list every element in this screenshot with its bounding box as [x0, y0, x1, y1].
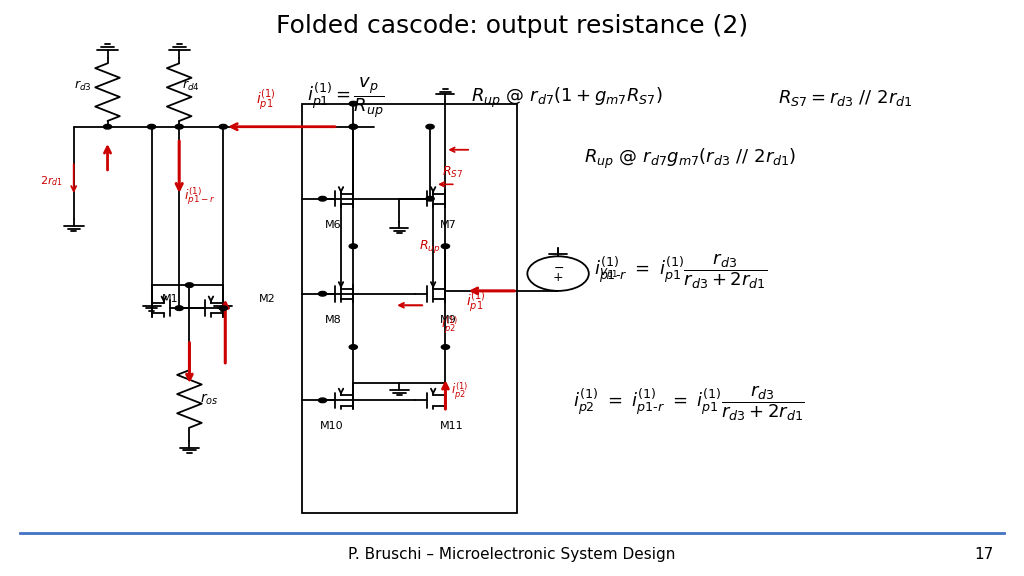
Circle shape [349, 344, 357, 349]
Circle shape [219, 124, 227, 129]
Circle shape [147, 124, 156, 129]
Text: $2r_{d1}$: $2r_{d1}$ [40, 175, 62, 188]
Text: $i_{p1}^{(1)} = \dfrac{v_p}{R_{up}}$: $i_{p1}^{(1)} = \dfrac{v_p}{R_{up}}$ [307, 75, 385, 120]
Text: Folded cascode: output resistance (2): Folded cascode: output resistance (2) [275, 14, 749, 38]
Circle shape [426, 124, 434, 129]
Circle shape [349, 124, 357, 129]
Text: $i_{p1}^{(1)}$: $i_{p1}^{(1)}$ [256, 88, 276, 112]
Circle shape [185, 283, 194, 287]
Text: $R_{up}\ @\ r_{d7}g_{m7}(r_{d3}\ //\ 2r_{d1})$: $R_{up}\ @\ r_{d7}g_{m7}(r_{d3}\ //\ 2r_… [584, 146, 796, 170]
Circle shape [318, 196, 327, 201]
Text: $i_{p2}^{(1)}$: $i_{p2}^{(1)}$ [451, 381, 468, 402]
Text: $i_{p2}^{(1)}\ =\ i_{p1\text{-}r}^{(1)}\ =\ i_{p1}^{(1)}\dfrac{r_{d3}}{r_{d3}+2r: $i_{p2}^{(1)}\ =\ i_{p1\text{-}r}^{(1)}\… [573, 384, 805, 423]
Circle shape [175, 124, 183, 129]
Text: $i_{p1-r}^{(1)}$: $i_{p1-r}^{(1)}$ [184, 185, 216, 207]
Text: $r_{d4}$: $r_{d4}$ [182, 79, 200, 93]
Text: $-$: $-$ [553, 261, 563, 274]
Text: M9: M9 [440, 314, 457, 324]
Text: $i_{p1\text{-}r}^{(1)}\ =\ i_{p1}^{(1)}\dfrac{r_{d3}}{r_{d3}+2r_{d1}}$: $i_{p1\text{-}r}^{(1)}\ =\ i_{p1}^{(1)}\… [594, 251, 767, 290]
Text: M1: M1 [162, 294, 178, 304]
Circle shape [349, 101, 357, 106]
Circle shape [103, 124, 112, 129]
Text: $R_{S7}$: $R_{S7}$ [442, 165, 464, 180]
Text: 17: 17 [974, 547, 993, 562]
Circle shape [441, 244, 450, 249]
Text: $v_{p1}$: $v_{p1}$ [599, 266, 618, 281]
Circle shape [441, 344, 450, 349]
Text: P. Bruschi – Microelectronic System Design: P. Bruschi – Microelectronic System Desi… [348, 547, 676, 562]
Circle shape [349, 124, 357, 129]
Text: +: + [553, 271, 563, 285]
Circle shape [175, 306, 183, 310]
Text: M11: M11 [440, 421, 464, 431]
Circle shape [318, 291, 327, 296]
Text: M6: M6 [325, 219, 341, 229]
Text: M8: M8 [325, 314, 341, 324]
Text: $r_{d3}$: $r_{d3}$ [74, 79, 91, 93]
Text: M10: M10 [319, 421, 343, 431]
Text: $R_{S7} = r_{d3}\ //\ 2r_{d1}$: $R_{S7} = r_{d3}\ //\ 2r_{d1}$ [778, 88, 912, 108]
Circle shape [349, 244, 357, 249]
Circle shape [219, 306, 227, 310]
Text: $R_{up}$: $R_{up}$ [419, 238, 440, 255]
Text: $i_{p1}^{(1)}$: $i_{p1}^{(1)}$ [466, 289, 486, 313]
Text: $R_{up}\ @\ r_{d7}(1+g_{m7}R_{S7})$: $R_{up}\ @\ r_{d7}(1+g_{m7}R_{S7})$ [471, 86, 663, 110]
Text: M2: M2 [259, 294, 275, 304]
Circle shape [318, 398, 327, 403]
Bar [302, 104, 517, 513]
Text: M7: M7 [440, 219, 457, 229]
Text: $i_{p2}^{(1)}$: $i_{p2}^{(1)}$ [441, 314, 459, 336]
Circle shape [426, 196, 434, 201]
Circle shape [527, 256, 589, 291]
Text: $r_{os}$: $r_{os}$ [200, 391, 218, 407]
